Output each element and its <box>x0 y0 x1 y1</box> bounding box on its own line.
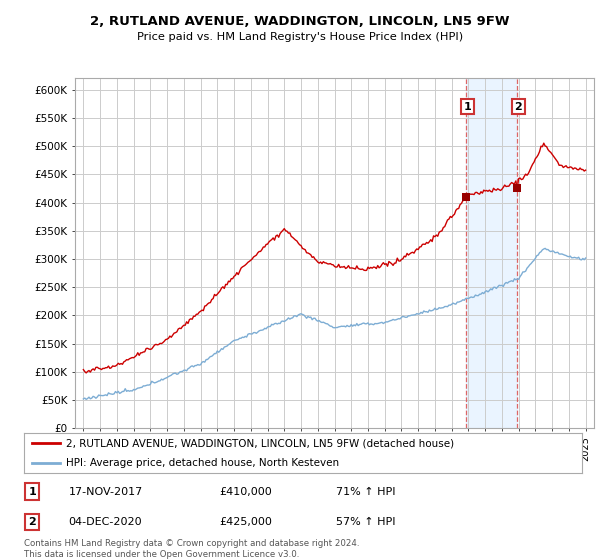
Text: Contains HM Land Registry data © Crown copyright and database right 2024.
This d: Contains HM Land Registry data © Crown c… <box>24 539 359 559</box>
Text: 57% ↑ HPI: 57% ↑ HPI <box>337 517 396 527</box>
Text: Price paid vs. HM Land Registry's House Price Index (HPI): Price paid vs. HM Land Registry's House … <box>137 32 463 43</box>
Text: 2, RUTLAND AVENUE, WADDINGTON, LINCOLN, LN5 9FW: 2, RUTLAND AVENUE, WADDINGTON, LINCOLN, … <box>90 15 510 28</box>
Text: 2: 2 <box>514 101 522 111</box>
Text: 1: 1 <box>463 101 471 111</box>
Text: HPI: Average price, detached house, North Kesteven: HPI: Average price, detached house, Nort… <box>66 458 339 468</box>
Text: 71% ↑ HPI: 71% ↑ HPI <box>337 487 396 497</box>
Bar <box>466 78 517 428</box>
Text: £410,000: £410,000 <box>220 487 272 497</box>
Text: 1: 1 <box>28 487 36 497</box>
Text: 04-DEC-2020: 04-DEC-2020 <box>68 517 142 527</box>
Text: £425,000: £425,000 <box>220 517 272 527</box>
Text: 2, RUTLAND AVENUE, WADDINGTON, LINCOLN, LN5 9FW (detached house): 2, RUTLAND AVENUE, WADDINGTON, LINCOLN, … <box>66 438 454 449</box>
Text: 2: 2 <box>28 517 36 527</box>
Text: 17-NOV-2017: 17-NOV-2017 <box>68 487 143 497</box>
